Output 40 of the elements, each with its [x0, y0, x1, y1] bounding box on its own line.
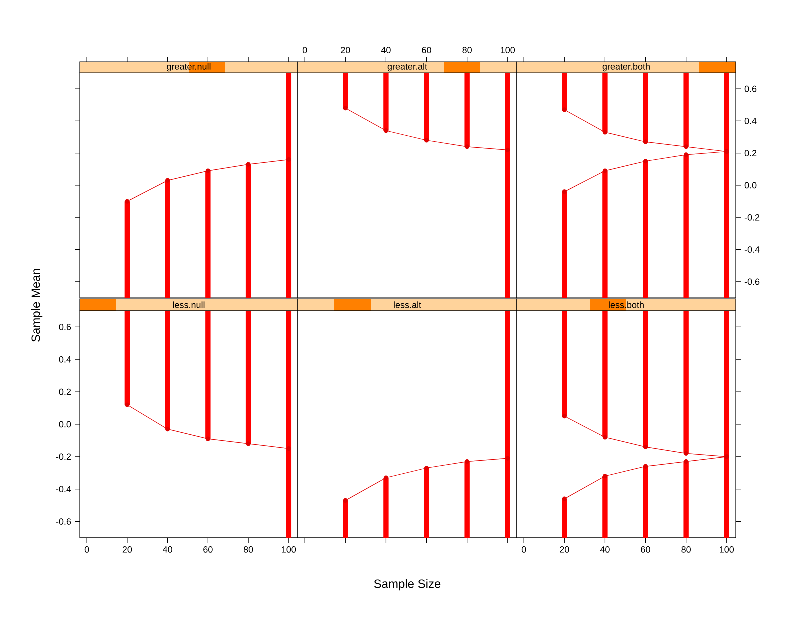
- x-tick-label: 100: [282, 546, 296, 553]
- chart-title: greater.both: [602, 63, 650, 72]
- x-tick-label: 80: [244, 546, 254, 553]
- chart-title: greater.alt: [388, 63, 428, 72]
- y-tick-label: -0.6: [56, 518, 72, 525]
- chart-title: less.alt: [394, 302, 422, 308]
- chart-title: less.both: [609, 302, 644, 308]
- y-tick-label: 0.6: [744, 86, 757, 92]
- x-tick-label: 60: [204, 546, 213, 553]
- x-tick-label: 80: [462, 47, 472, 54]
- y-tick-label: -0.4: [56, 486, 72, 493]
- x-tick-label: 40: [600, 546, 610, 553]
- y-tick-label: -0.6: [744, 278, 760, 286]
- y-tick-label: -0.2: [744, 214, 760, 221]
- chart-title: less.null: [173, 302, 205, 308]
- y-axis-title: Sample Mean: [31, 269, 43, 342]
- y-tick-label: 0.4: [744, 118, 757, 124]
- y-tick-label: 0.4: [59, 356, 72, 363]
- y-tick-label: -0.4: [744, 246, 760, 253]
- x-tick-label: 20: [122, 546, 132, 553]
- x-tick-label: 0: [84, 546, 90, 553]
- x-tick-label: 60: [641, 546, 650, 553]
- x-tick-label: 100: [720, 546, 734, 553]
- y-tick-label: -0.2: [56, 454, 72, 460]
- y-tick-label: 0.2: [59, 388, 72, 396]
- x-tick-label: 80: [682, 546, 691, 553]
- x-tick-label: 0: [522, 546, 526, 553]
- y-tick-label: 0.6: [59, 324, 72, 330]
- y-tick-label: 0.0: [59, 421, 72, 428]
- y-tick-label: 0.2: [744, 150, 757, 157]
- x-tick-label: 40: [163, 546, 172, 553]
- x-tick-label: 60: [422, 47, 432, 54]
- y-tick-label: 0.0: [744, 182, 757, 189]
- chart-title: greater.null: [167, 63, 211, 72]
- x-tick-label: 100: [501, 47, 516, 54]
- x-tick-label: 40: [381, 47, 391, 54]
- x-tick-label: 0: [302, 47, 308, 54]
- x-tick-label: 20: [341, 47, 350, 54]
- x-axis-title: Sample Size: [374, 579, 441, 591]
- x-tick-label: 20: [560, 546, 570, 553]
